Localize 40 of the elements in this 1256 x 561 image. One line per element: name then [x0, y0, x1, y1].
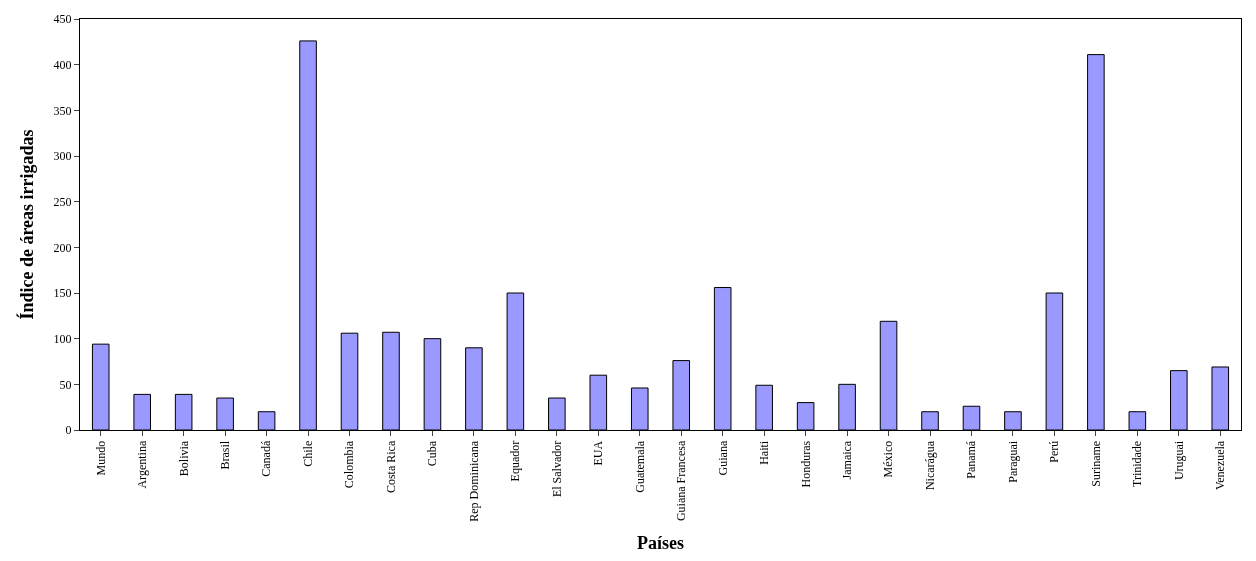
x-tick-label: El Salvador [549, 440, 564, 498]
x-tick-label: México [881, 440, 896, 478]
x-tick-label: Brasil [218, 440, 233, 470]
y-tick-label: 100 [53, 331, 72, 346]
y-tick-label: 400 [53, 57, 72, 72]
x-tick-label: Venezuela [1213, 440, 1228, 491]
y-tick-label: 250 [53, 194, 72, 209]
x-tick-label: Guiana [715, 440, 730, 476]
y-tick-label: 200 [53, 240, 72, 255]
x-tick-label: Guiana Francesa [674, 440, 689, 522]
y-tick-label: 450 [53, 12, 72, 27]
x-tick-label: Trinidade [1130, 440, 1145, 488]
x-tick-label: Perú [1047, 440, 1062, 463]
x-tick-label: EUA [591, 440, 606, 466]
x-tick-label: Nicarágua [922, 440, 937, 491]
x-tick-label: Guatemala [632, 440, 647, 493]
y-axis-title: Índice de áreas irrigadas [15, 129, 37, 320]
x-tick-label: Panamá [964, 440, 979, 479]
x-tick-label: Haiti [757, 440, 772, 465]
x-tick-label: Equador [508, 440, 523, 482]
x-tick-label: Rep Dominicana [466, 440, 481, 522]
x-tick-label: Bolivia [176, 440, 191, 477]
y-tick-label: 150 [53, 286, 72, 301]
x-tick-label: Paraguai [1005, 440, 1020, 483]
x-tick-label: Honduras [798, 440, 813, 488]
x-tick-label: Canadá [259, 440, 274, 477]
x-tick-label: Cuba [425, 440, 440, 467]
x-tick-label: Chile [300, 440, 315, 467]
y-tick-label: 300 [53, 149, 72, 164]
x-axis-title: Países [637, 532, 684, 553]
x-tick-label: Colombia [342, 440, 357, 489]
y-tick-label: 0 [65, 423, 72, 438]
x-tick-label: Mundo [93, 440, 108, 476]
x-tick-label: Jamaica [839, 440, 854, 480]
x-tick-label: Argentina [135, 440, 150, 489]
y-tick-label: 50 [59, 377, 72, 392]
x-tick-label: Costa Rica [383, 440, 398, 494]
x-tick-label: Suriname [1088, 440, 1103, 487]
x-tick-label: Uruguai [1171, 440, 1186, 481]
y-tick-label: 350 [53, 103, 72, 118]
